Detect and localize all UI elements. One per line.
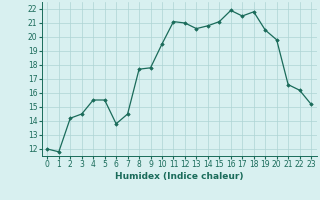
X-axis label: Humidex (Indice chaleur): Humidex (Indice chaleur) — [115, 172, 244, 181]
